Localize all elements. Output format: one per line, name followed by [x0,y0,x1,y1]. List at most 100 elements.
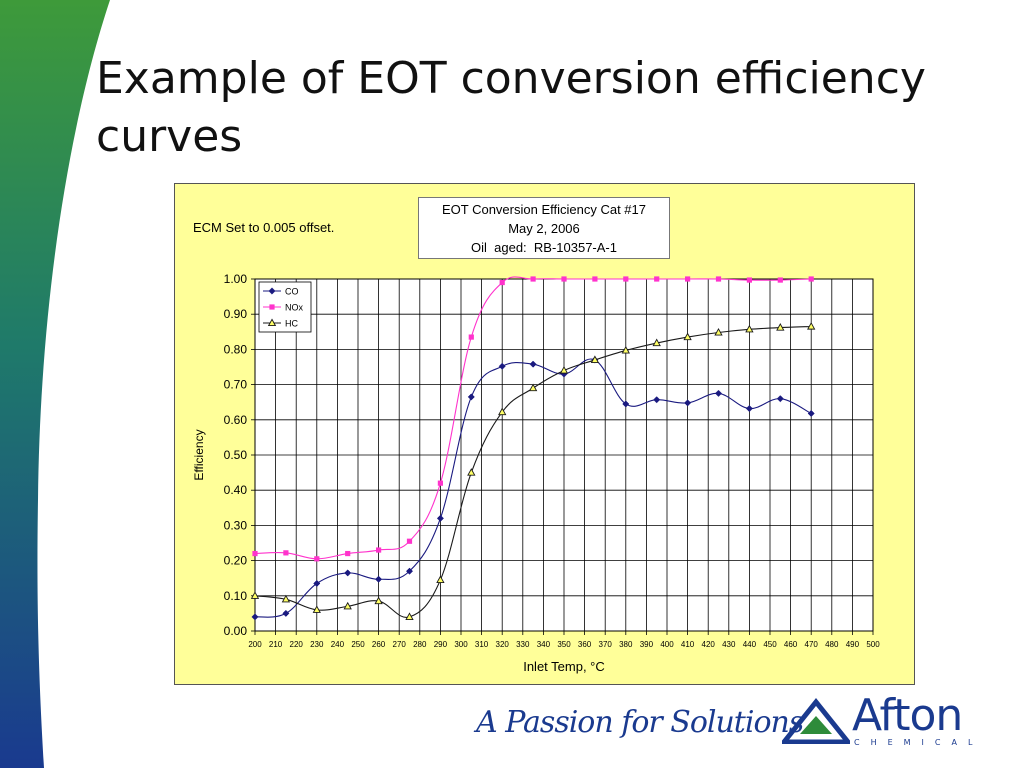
data-point-hc [281,594,291,603]
x-tick-label: 290 [434,640,448,649]
data-point-nox [345,550,351,557]
data-point-nox [623,276,629,282]
data-point-nox [437,480,443,486]
data-point-co [375,575,383,583]
data-point-co [529,360,537,368]
y-tick-label: 0.10 [224,589,248,603]
data-point-nox [777,277,783,283]
y-tick-label: 0.60 [224,413,248,427]
chart-frame: 200 210 220 230 240 250 260 270 280 290 300 310 320 3… [174,183,915,685]
slide-title: Example of EOT conversion efficiency cur… [96,53,926,162]
x-tick-label: 320 [496,640,510,649]
data-point-hc [312,605,321,613]
data-point-co [745,404,753,413]
x-tick-label: 220 [290,640,304,649]
data-point-hc [436,575,445,584]
data-point-co [436,514,444,522]
data-point-nox [715,276,722,282]
data-point-nox [685,276,691,282]
data-point-co [807,409,815,418]
data-point-co [776,395,784,403]
logo-word: Afton [852,690,963,741]
x-tick-label: 300 [454,640,468,649]
x-tick-label: 260 [372,640,386,649]
y-tick-label: 1.00 [224,272,248,286]
x-tick-label: 430 [722,640,736,649]
data-point-hc [714,327,723,336]
legend-label-co: CO [285,287,299,297]
chart-title-line-3: Oil aged: RB-10357-A-1 [471,240,617,255]
x-tick-label: 480 [825,640,839,649]
data-point-hc [343,601,352,610]
y-tick-label: 0.90 [224,307,248,321]
x-tick-label: 460 [784,640,798,649]
data-point-hc [250,591,260,599]
x-tick-label: 340 [537,640,551,649]
data-point-co [344,569,352,577]
y-tick-label: 0.30 [224,518,248,532]
chart-title-line-1: EOT Conversion Efficiency Cat #17 [441,202,646,217]
chart-title-box: EOT Conversion Efficiency Cat #17 May 2,… [418,197,670,259]
x-tick-label: 380 [619,640,633,649]
x-tick-label: 350 [557,640,571,649]
chart-plot: 200 210 220 230 240 250 260 270 280 290 300 310 320 3… [192,272,880,674]
data-point-nox [808,276,814,282]
x-tick-label: 450 [763,640,777,649]
x-tick-label: 390 [640,640,654,649]
x-tick-label: 490 [846,640,860,649]
side-gradient-band [0,0,110,768]
data-point-nox [654,276,660,282]
data-point-hc [528,383,538,392]
data-point-co [405,567,414,575]
data-point-hc [683,332,692,341]
data-point-nox [314,556,320,562]
data-point-hc [498,407,507,416]
data-point-co [313,579,321,588]
x-tick-label: 280 [413,640,427,649]
data-point-nox [406,538,413,544]
data-point-nox [376,547,382,553]
data-point-co [282,609,290,617]
data-point-hc [652,338,661,347]
x-tick-label: 330 [516,640,530,649]
data-point-hc [745,324,754,333]
data-point-nox [530,276,536,282]
legend-label-hc: HC [285,319,298,329]
data-point-co [498,362,506,370]
data-point-hc [405,612,414,620]
data-point-nox [561,276,567,282]
x-tick-label: 310 [475,640,489,649]
chart-title-line-2: May 2, 2006 [508,221,580,236]
data-point-co [714,389,723,397]
x-tick-label: 400 [660,640,674,649]
data-point-nox [283,550,289,556]
legend-marker-nox [269,304,275,310]
data-point-nox [468,334,474,340]
legend-marker-co [268,287,276,295]
data-point-nox [252,550,258,557]
legend-marker-hc [267,318,277,327]
x-tick-label: 230 [310,640,324,649]
logo-subword: CHEMICAL [854,738,984,747]
data-point-hc [807,321,816,330]
x-tick-label: 500 [866,640,880,649]
x-tick-label: 410 [681,640,695,649]
legend-label-nox: NOx [285,303,304,313]
x-tick-label: 210 [269,640,283,649]
y-tick-label: 0.50 [224,448,248,462]
x-tick-label: 470 [805,640,819,649]
x-tick-label: 370 [599,640,613,649]
x-tick-label: 200 [248,640,262,649]
data-point-hc [467,468,476,476]
y-tick-label: 0.40 [224,483,248,497]
data-point-nox [746,277,752,283]
data-point-hc [776,323,785,331]
y-axis-label: Efficiency [192,429,206,480]
chart-note: ECM Set to 0.005 offset. [193,220,335,235]
data-point-nox [592,276,598,282]
data-point-hc [590,355,600,364]
data-point-hc [374,596,383,605]
data-point-co [251,613,259,621]
x-tick-label: 440 [743,640,757,649]
y-tick-label: 0.80 [224,342,248,356]
